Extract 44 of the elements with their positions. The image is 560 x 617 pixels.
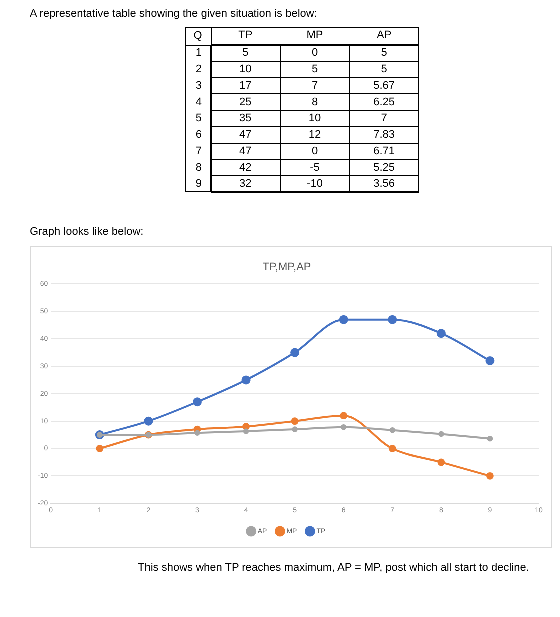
data-label: 5.67: [374, 80, 396, 92]
y-tick-label: 2: [196, 64, 202, 76]
y-tick-label: 4: [196, 96, 202, 108]
data-label: 42: [240, 162, 252, 174]
y-tick-label: 6: [196, 129, 202, 142]
data-label: 35: [240, 112, 252, 125]
y-tick-label: 3: [196, 80, 202, 92]
x-tick-label: AP: [376, 29, 392, 42]
data-label: 5: [381, 64, 388, 76]
y-tick-label: 8: [196, 162, 202, 174]
data-label: 0: [312, 145, 318, 158]
text: A representative table showing the given situation is below:: [30, 8, 318, 20]
data-label: 3.56: [374, 178, 396, 190]
data-label: 47: [240, 145, 252, 158]
data-label: 32: [240, 178, 252, 190]
y-tick-label: 7: [196, 145, 202, 158]
data-label: 10: [240, 64, 252, 76]
data-label: -5: [310, 162, 320, 174]
data-label: 25: [240, 96, 252, 108]
text: Graph looks like below:: [30, 226, 145, 238]
data-label: 7: [312, 80, 318, 92]
chart-title: TP,MP,AP: [262, 262, 312, 274]
data-label: 6.71: [374, 145, 396, 158]
x-tick-label: MP: [306, 29, 324, 42]
data-label: 0: [312, 47, 318, 60]
data-label: 5: [312, 64, 318, 76]
data-label: 5.25: [374, 162, 396, 174]
data-label: 5: [381, 47, 388, 60]
data-label: 7: [381, 112, 388, 125]
data-label: 17: [240, 80, 252, 92]
data-label: -10: [307, 178, 323, 190]
y-tick-label: 5: [196, 112, 202, 125]
y-tick-label: 9: [196, 178, 202, 190]
x-tick-label: TP: [238, 29, 253, 42]
data-label: 47: [240, 129, 252, 142]
data-label: 10: [308, 112, 322, 125]
data-label: 6.25: [374, 96, 396, 108]
data-label: 7.83: [374, 129, 396, 142]
data-label: 8: [312, 96, 318, 108]
data-label: 12: [308, 129, 322, 142]
data-label: 5: [242, 47, 249, 60]
text: This shows when TP reaches maximum, AP = MP, post which all start to decline.: [138, 562, 530, 574]
y-axis-title: Q: [194, 30, 203, 42]
y-tick-label: 1: [196, 47, 202, 60]
